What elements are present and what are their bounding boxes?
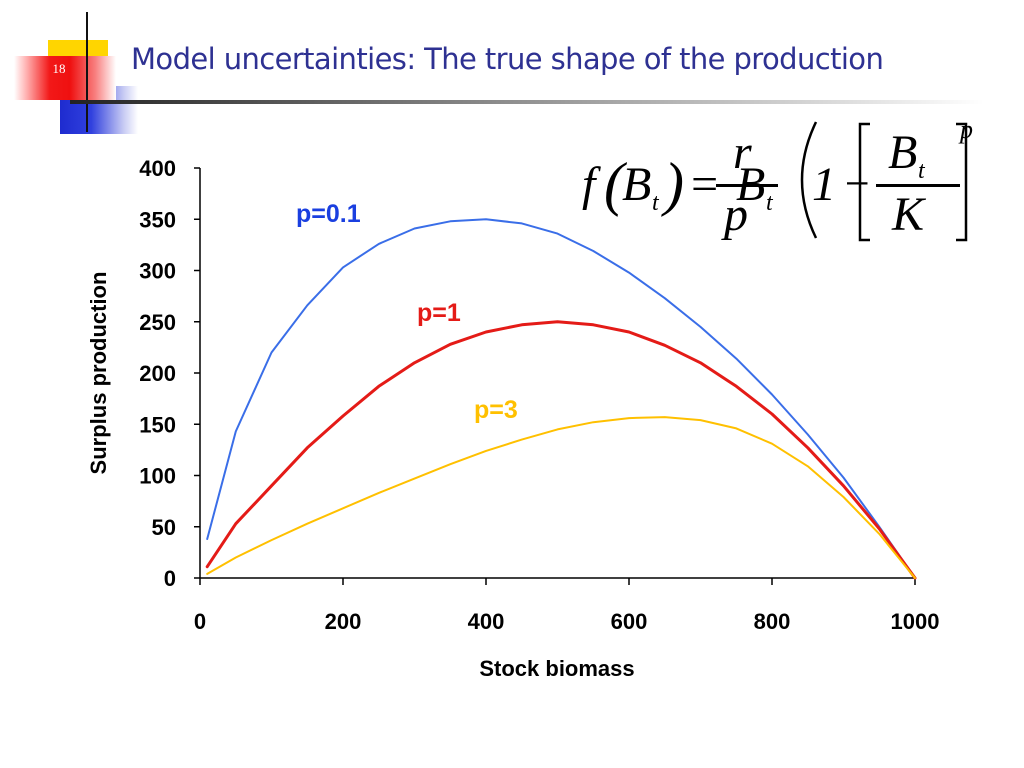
x-tick-label: 1000 [891, 609, 940, 634]
series-line-1 [205, 320, 917, 580]
x-tick-label: 400 [468, 609, 505, 634]
formula-k: K [891, 188, 927, 241]
slide-number: 18 [52, 61, 66, 76]
series-label-p3: p=3 [474, 396, 518, 424]
y-tick-label: 100 [139, 464, 176, 489]
formula-r: r [733, 126, 752, 179]
formula-one: 1 [812, 158, 836, 211]
formula-t-sub-2: t [766, 190, 774, 216]
formula: f ( B t ) = r p B t 1 − B t K p [582, 115, 973, 242]
y-tick-label: 150 [139, 412, 176, 437]
y-tick-label: 0 [164, 566, 176, 591]
formula-fraction-bar [716, 184, 778, 187]
formula-p: p [721, 188, 748, 241]
x-tick-label: 200 [325, 609, 362, 634]
formula-t-sub-3: t [918, 158, 926, 184]
y-tick-label: 400 [139, 156, 176, 181]
series-label-p01: p=0.1 [296, 200, 361, 228]
series-label-p1: p=1 [417, 299, 461, 327]
formula-close-paren: ) [661, 151, 684, 217]
formula-f: f [582, 158, 601, 211]
y-tick-label: 300 [139, 259, 176, 284]
formula-b: B [622, 158, 651, 211]
x-tick-label: 600 [611, 609, 648, 634]
y-tick-label: 250 [139, 310, 176, 335]
y-axis-title: Surplus production [86, 272, 111, 475]
slide-title: Model uncertainties: The true shape of t… [131, 42, 884, 76]
title-underline [70, 100, 984, 104]
y-tick-label: 350 [139, 207, 176, 232]
x-axis-title: Stock biomass [479, 656, 634, 681]
formula-open-bracket [858, 122, 870, 242]
x-tick-label: 800 [754, 609, 791, 634]
vertical-rule [86, 12, 88, 132]
x-tick-label: 0 [194, 609, 206, 634]
series-line-2 [206, 416, 916, 579]
formula-b-3: B [888, 126, 917, 179]
red-bar-decoration [14, 56, 116, 100]
formula-p-exponent: p [958, 115, 973, 144]
formula-equals: = [688, 158, 720, 211]
series-lines [205, 218, 917, 580]
y-tick-label: 200 [139, 361, 176, 386]
formula-minus: − [842, 159, 872, 208]
x-axis-ticks: 0 200 400 600 800 1000 [194, 578, 940, 634]
formula-b-2: B [736, 158, 765, 211]
formula-t-sub: t [652, 190, 660, 216]
formula-close-bracket [956, 122, 968, 242]
formula-inner-fraction-bar [876, 184, 960, 187]
series-line-0 [206, 218, 916, 579]
y-tick-label: 50 [152, 515, 176, 540]
y-axis-ticks: 0 50 100 150 200 250 300 350 400 [139, 156, 200, 591]
formula-big-open-paren [800, 121, 818, 239]
